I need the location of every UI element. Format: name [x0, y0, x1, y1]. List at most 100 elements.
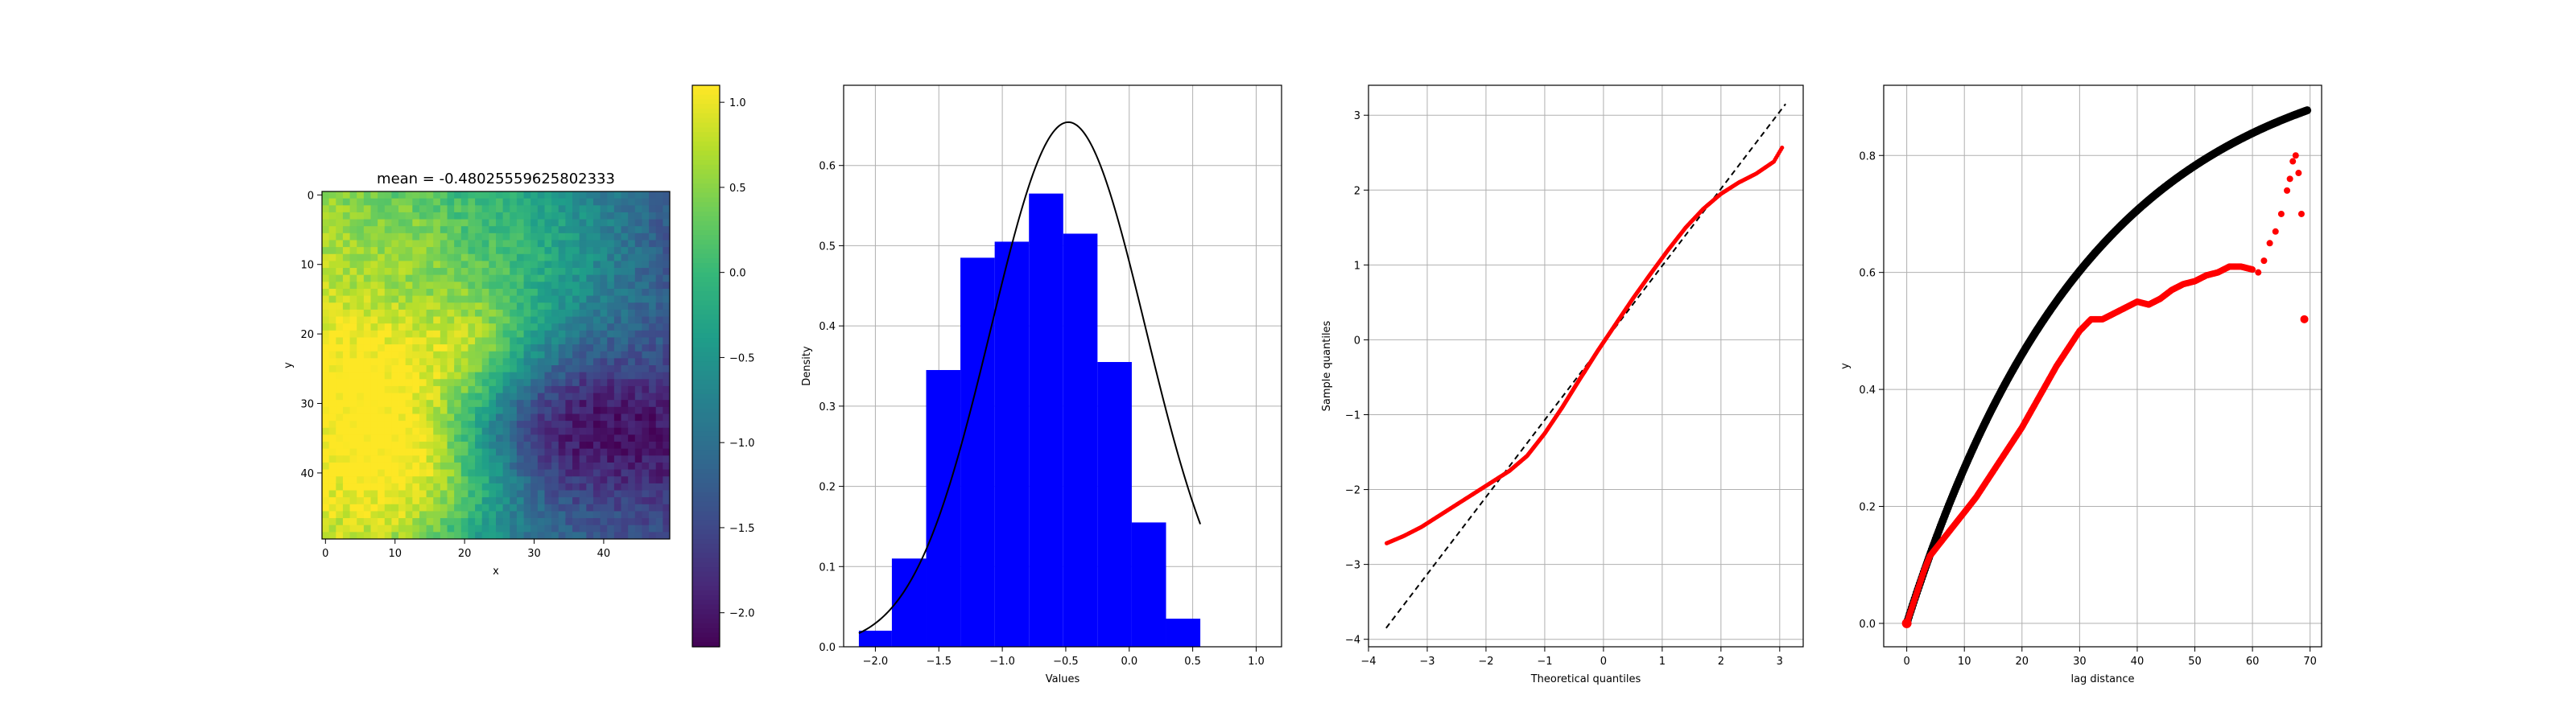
- variogram-empirical-point: [2272, 228, 2279, 235]
- heatmap-cell: [572, 413, 580, 422]
- heatmap-cell: [496, 448, 504, 456]
- heatmap-cell: [586, 462, 594, 470]
- heatmap-cell: [516, 253, 524, 261]
- heatmap-cell: [663, 448, 671, 456]
- heatmap-cell: [398, 511, 407, 519]
- colorbar-band: [692, 155, 720, 161]
- heatmap-cell: [419, 393, 427, 401]
- heatmap-cell: [496, 497, 504, 505]
- colorbar-tick-label: 0.0: [729, 268, 746, 280]
- heatmap-cell: [496, 302, 504, 311]
- heatmap-cell: [378, 205, 386, 213]
- heatmap-cell: [523, 497, 531, 505]
- heatmap-cell: [544, 379, 552, 387]
- colorbar-band: [692, 160, 720, 166]
- heatmap-cell: [440, 232, 448, 241]
- heatmap-cell: [489, 309, 497, 317]
- heatmap-cell: [336, 490, 344, 498]
- heatmap-cell: [634, 462, 642, 470]
- heatmap-cell: [405, 358, 413, 366]
- variogram-panel: 0 10 20 30 40 50 60 700.00.20.40.60.8 lag dista…: [1839, 84, 2322, 685]
- heatmap-cell: [655, 268, 663, 276]
- heatmap-cell: [572, 219, 580, 227]
- heatmap-cell: [572, 400, 580, 408]
- heatmap-cell: [586, 295, 594, 303]
- heatmap-cell: [634, 406, 642, 414]
- heatmap-cell: [481, 323, 489, 331]
- colorbar-band: [692, 586, 720, 591]
- heatmap-cell: [391, 427, 399, 435]
- heatmap-cell: [551, 448, 559, 456]
- heatmap-cell: [607, 524, 615, 533]
- heatmap-cell: [607, 504, 615, 512]
- heatmap-cell: [642, 274, 650, 282]
- heatmap-cell: [426, 421, 434, 429]
- heatmap-cell: [426, 532, 434, 540]
- heatmap-cell: [349, 490, 357, 498]
- heatmap-cell: [579, 219, 587, 227]
- heatmap-cell: [378, 226, 386, 234]
- colorbar-band: [692, 230, 720, 236]
- heatmap-cell: [496, 226, 504, 234]
- heatmap-cell: [475, 406, 483, 414]
- heatmap-cell: [496, 205, 504, 213]
- heatmap-cell: [510, 372, 518, 380]
- heatmap-cell: [426, 219, 434, 227]
- heatmap-cell: [613, 351, 621, 359]
- heatmap-cell: [322, 316, 330, 324]
- heatmap-cell: [475, 434, 483, 442]
- heatmap-cell: [649, 393, 657, 401]
- heatmap-cell: [322, 191, 330, 200]
- heatmap-cell: [489, 504, 497, 512]
- heatmap-cell: [592, 421, 601, 429]
- heatmap-cell: [642, 469, 650, 477]
- heatmap-cell: [440, 504, 448, 512]
- heatmap-cell: [405, 226, 413, 234]
- heatmap-cell: [551, 316, 559, 324]
- heatmap-cell: [607, 358, 615, 366]
- heatmap-cell: [600, 351, 608, 359]
- heatmap-cell: [440, 427, 448, 435]
- heatmap-cell: [370, 442, 378, 450]
- heatmap-cell: [586, 212, 594, 220]
- heatmap-cell: [447, 476, 455, 484]
- heatmap-cell: [419, 483, 427, 491]
- colorbar-band: [692, 319, 720, 325]
- heatmap-cell: [349, 191, 357, 200]
- heatmap-cell: [628, 442, 636, 450]
- heatmap-cell: [370, 532, 378, 540]
- heatmap-cell: [530, 448, 539, 456]
- heatmap-cell: [523, 323, 531, 331]
- heatmap-cell: [663, 351, 671, 359]
- colorbar-tick-label: −1.5: [729, 523, 755, 535]
- heatmap-cell: [475, 330, 483, 338]
- heatmap-cell: [516, 191, 524, 200]
- heatmap-cell: [440, 442, 448, 450]
- heatmap-cell: [510, 295, 518, 303]
- heatmap-cell: [607, 198, 615, 206]
- variogram-axes: 0 10 20 30 40 50 60 700.00.20.40.60.8: [1859, 84, 2322, 668]
- y-tick-label: 10: [300, 260, 314, 272]
- heatmap-cell: [544, 191, 552, 200]
- heatmap-cell: [607, 316, 615, 324]
- heatmap-cell: [342, 219, 350, 227]
- heatmap-cell: [655, 282, 663, 290]
- histogram-bar: [994, 241, 1030, 647]
- heatmap-cell: [405, 337, 413, 345]
- heatmap-cell: [342, 198, 350, 206]
- colorbar-band: [692, 548, 720, 554]
- heatmap-cell: [391, 302, 399, 311]
- heatmap-cell: [607, 295, 615, 303]
- heatmap-cell: [447, 497, 455, 505]
- heatmap-cell: [447, 400, 455, 408]
- heatmap-cell: [328, 247, 336, 255]
- heatmap-cell: [537, 483, 545, 491]
- y-tick-label: −3: [1345, 560, 1360, 572]
- heatmap-cell: [565, 476, 573, 484]
- heatmap-cell: [357, 372, 365, 380]
- heatmap-cell: [336, 226, 344, 234]
- heatmap-cell: [621, 316, 629, 324]
- heatmap-cell: [481, 434, 489, 442]
- heatmap-cell: [621, 469, 629, 477]
- heatmap-panel: mean = -0.48025559625802333 x y 0 10 20 30 4…: [283, 84, 755, 648]
